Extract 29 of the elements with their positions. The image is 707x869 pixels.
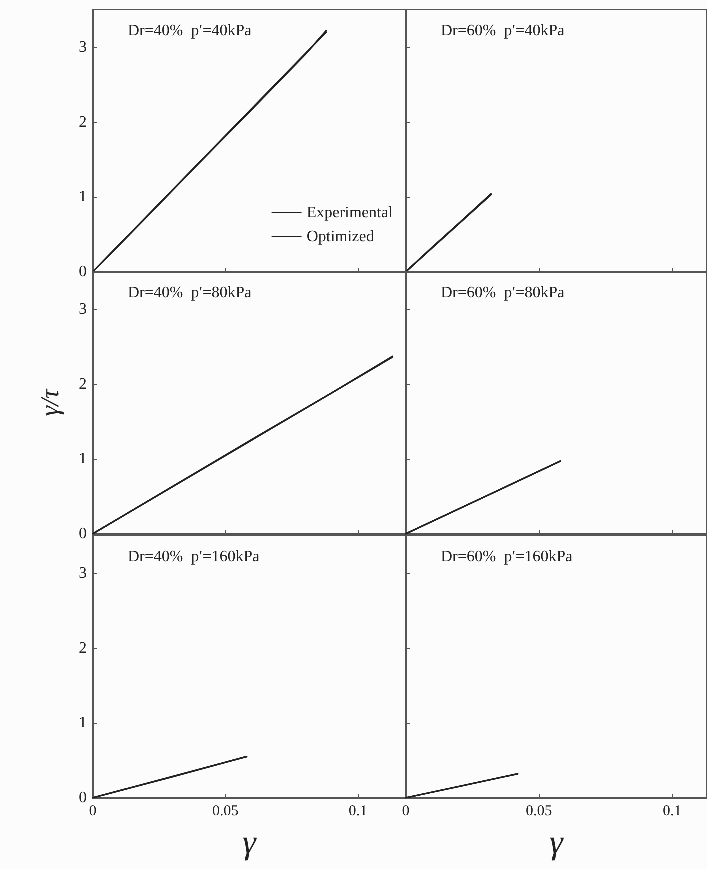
y-tick-label: 2 (79, 376, 87, 393)
y-tick-label: 3 (79, 564, 87, 582)
x-tick-label: 0.1 (348, 804, 368, 820)
y-tick-label: 3 (79, 300, 87, 318)
y-tick-label: 0 (79, 790, 87, 806)
legend-label: Experimental (306, 204, 394, 222)
x-tick-label: 0.1 (662, 804, 682, 820)
y-tick-label: 1 (79, 188, 87, 206)
x-axis-title: γ (550, 824, 565, 862)
x-axis-title: γ (242, 824, 258, 862)
text: Dr=40% p′=40kPa (128, 22, 252, 40)
y-tick-label: 3 (79, 38, 87, 56)
text: Dr=60% p′=80kPa (441, 284, 565, 302)
text: Dr=60% p′=40kPa (441, 22, 565, 40)
x-tick-label: 0.05 (526, 804, 552, 820)
text: Dr=40% p′=80kPa (128, 284, 252, 302)
x-tick-label: 0 (89, 804, 97, 820)
y-tick-label: 1 (79, 714, 87, 732)
legend-label: Optimized (306, 228, 374, 246)
y-axis-title: γ/τ (36, 388, 64, 416)
y-tick-label: 0 (79, 264, 87, 280)
y-tick-label: 0 (79, 526, 87, 542)
y-tick-label: 2 (79, 640, 87, 657)
x-tick-label: 0 (402, 804, 410, 820)
y-tick-label: 1 (79, 450, 87, 468)
text: Dr=40% p′=160kPa (128, 548, 260, 566)
x-tick-label: 0.05 (212, 804, 239, 820)
y-tick-label: 2 (79, 114, 87, 131)
text: Dr=60% p′=160kPa (441, 548, 573, 566)
